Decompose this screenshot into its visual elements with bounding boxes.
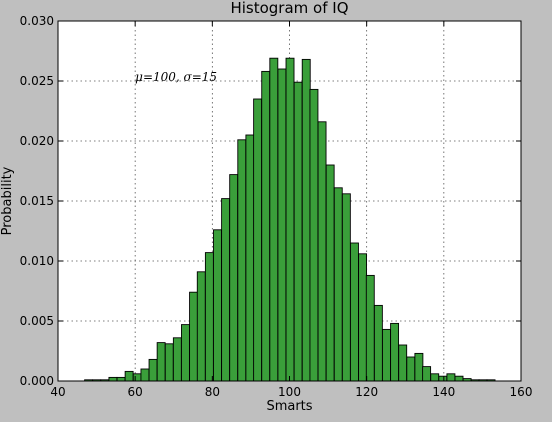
histogram-bar (422, 366, 432, 382)
x-tick-label: 100 (278, 385, 301, 399)
y-tick-label: 0.005 (20, 314, 54, 328)
grid-lines (58, 21, 521, 381)
histogram-bar (132, 373, 142, 382)
histogram-bar (365, 274, 375, 382)
histogram-bar (156, 342, 166, 382)
histogram-bar (164, 343, 174, 382)
histogram-bar (350, 242, 359, 382)
histogram-bar (406, 356, 416, 382)
histogram-bar (277, 68, 287, 382)
histogram-bar (301, 58, 311, 382)
histogram-bar (261, 70, 271, 382)
histogram-bar (148, 358, 158, 382)
histogram-bar (293, 81, 303, 382)
histogram-bar (325, 164, 335, 382)
histogram-bar (196, 271, 206, 382)
histogram-bar (382, 328, 391, 382)
histogram-bar (237, 139, 247, 382)
histogram-bar (221, 198, 231, 382)
y-tick-label: 0.010 (20, 254, 54, 268)
histogram-bar (213, 229, 222, 382)
chart-title: Histogram of IQ (230, 0, 348, 17)
y-axis-label: Probability (0, 166, 15, 235)
x-tick-label: 160 (510, 385, 533, 399)
histogram-bar (124, 370, 134, 382)
y-tick-labels: 0.000 0.005 0.010 0.015 0.020 0.025 0.030 (20, 14, 54, 388)
histogram-bar (414, 352, 424, 382)
histogram-bar (341, 193, 351, 382)
histogram-bar (245, 134, 255, 382)
histogram-bar (229, 174, 239, 382)
x-axis-label: Smarts (266, 399, 312, 414)
histogram-bar (317, 121, 327, 382)
x-tick-labels: 40 60 80 100 120 140 160 (50, 385, 532, 399)
histogram-bar (446, 373, 456, 382)
x-tick-label: 40 (50, 385, 65, 399)
histogram-bar (358, 253, 368, 382)
y-tick-label: 0.030 (20, 14, 54, 28)
y-tick-label: 0.015 (20, 194, 54, 208)
axis-ticks (57, 20, 522, 382)
x-tick-label: 80 (205, 385, 220, 399)
histogram-bar (309, 88, 319, 382)
histogram-bar (140, 368, 150, 382)
histogram-bar (181, 324, 190, 382)
histogram-bar (172, 337, 182, 382)
y-tick-label: 0.025 (20, 74, 54, 88)
y-tick-label: 0.000 (20, 374, 54, 388)
histogram-bar (438, 375, 448, 382)
histogram-bar (189, 291, 199, 382)
histogram-bar (108, 376, 118, 382)
histogram-bars (84, 57, 496, 382)
histogram-bar (430, 373, 440, 382)
x-tick-label: 60 (128, 385, 143, 399)
x-tick-label: 120 (355, 385, 378, 399)
y-tick-label: 0.020 (20, 134, 54, 148)
x-tick-label: 140 (432, 385, 455, 399)
histogram-bar (390, 322, 400, 382)
histogram-bar (285, 57, 295, 382)
histogram-bar (373, 304, 383, 382)
distribution-annotation: μ=100, σ=15 (135, 70, 217, 84)
histogram-bar (333, 187, 343, 382)
histogram-bar (269, 57, 279, 382)
histogram-bar (116, 376, 126, 382)
histogram-bar (253, 98, 263, 382)
histogram-bar (204, 252, 214, 382)
histogram-bar (454, 375, 464, 382)
histogram-bar (398, 344, 408, 382)
